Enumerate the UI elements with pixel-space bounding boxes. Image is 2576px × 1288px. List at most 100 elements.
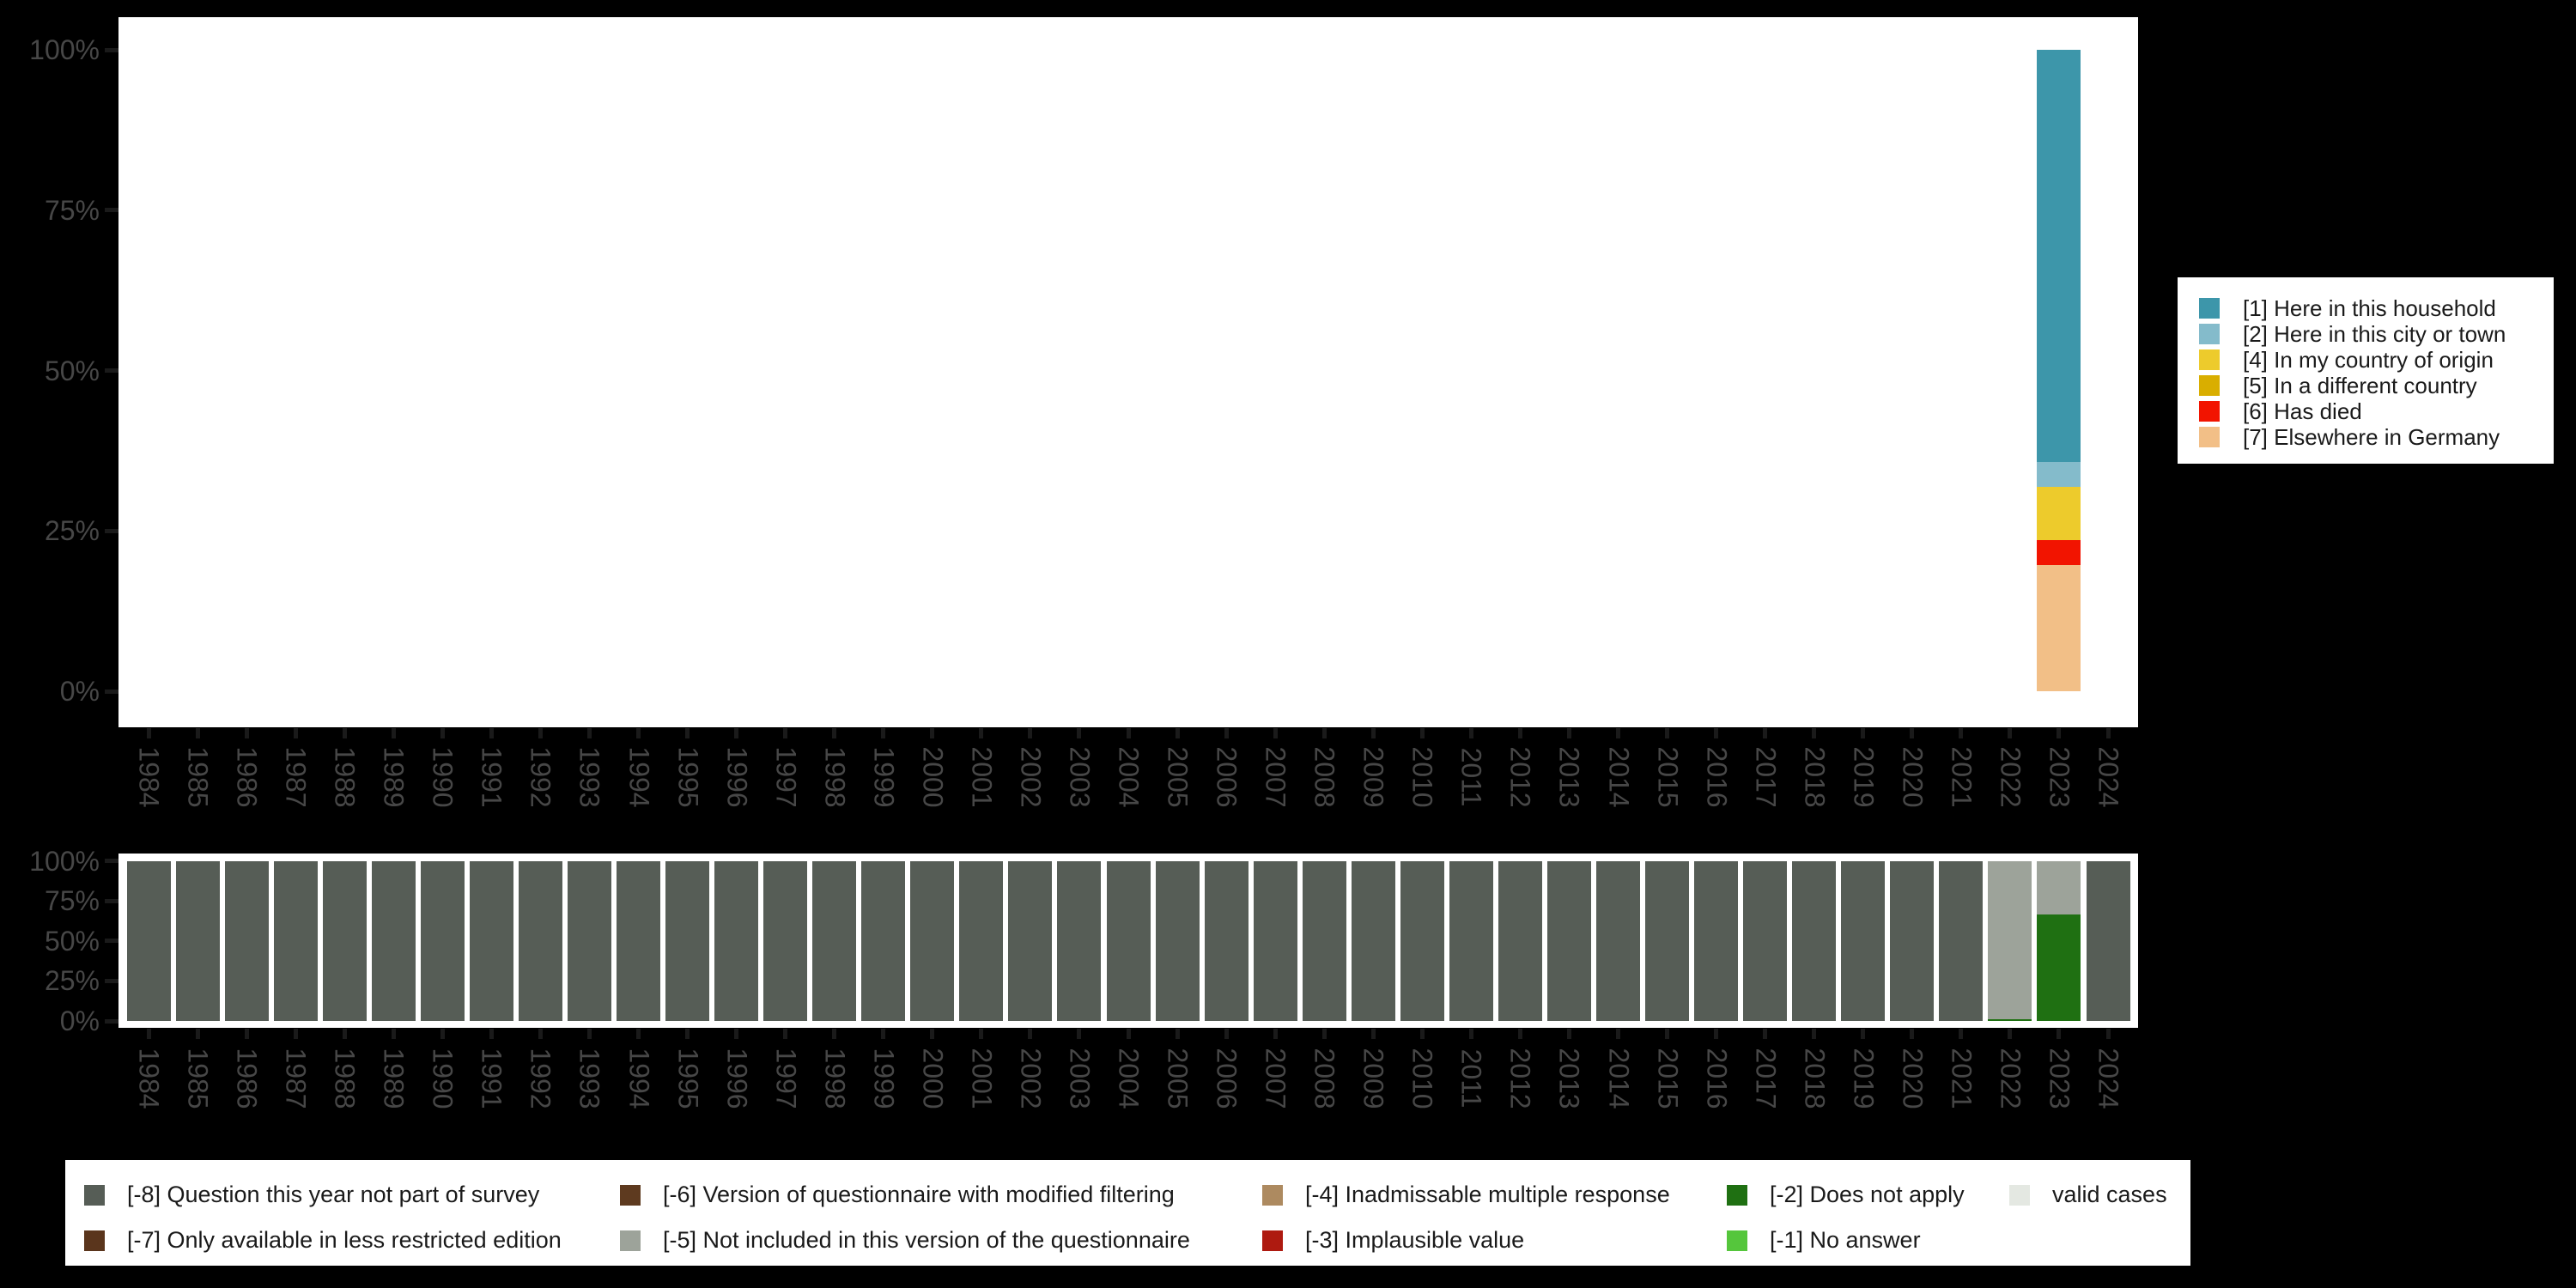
values-distribution-bar-segment[interactable] [2037, 462, 2081, 488]
missings-distribution-bar-segment[interactable] [1498, 860, 1542, 1021]
values-distribution-x-tick-label: 2020 [1897, 746, 1929, 808]
missings-distribution-x-tick [1077, 1029, 1082, 1039]
values-distribution-x-tick-label: 1988 [329, 746, 361, 808]
missings-distribution-bar-segment[interactable] [1546, 860, 1591, 1021]
missings-distribution-x-tick [1812, 1029, 1817, 1039]
values-distribution-x-tick-label: 1996 [721, 746, 753, 808]
values-distribution-x-tick-label: 2014 [1603, 746, 1634, 808]
values-distribution-x-tick-label: 2017 [1750, 746, 1782, 808]
missings-distribution-bar-segment[interactable] [1008, 860, 1053, 1021]
missings-distribution-x-tick-label: 2006 [1211, 1048, 1242, 1109]
missings-distribution-bar-segment[interactable] [714, 860, 759, 1021]
legend-swatch-minus3 [1262, 1230, 1283, 1251]
legend-swatch-7 [2199, 427, 2220, 447]
missings-distribution-bar-segment[interactable] [1841, 860, 1886, 1021]
missings-distribution-bar-segment[interactable] [1106, 860, 1151, 1021]
missings-distribution-bar-segment[interactable] [567, 860, 611, 1021]
legend-label: [-2] Does not apply [1770, 1182, 1965, 1207]
missings-distribution-bar-segment[interactable] [126, 860, 171, 1021]
missings-distribution-bar-segment[interactable] [469, 860, 513, 1021]
values-distribution-x-tick [1763, 728, 1768, 738]
missings-distribution-x-tick-label: 1987 [280, 1048, 312, 1109]
legend-swatch-minus8 [84, 1184, 105, 1206]
missings-distribution-x-tick [489, 1029, 494, 1039]
missings-distribution-bar-segment[interactable] [910, 860, 955, 1021]
legend-label: valid cases [2052, 1182, 2167, 1207]
values-legend: [1] Here in this household [2] Here in t… [2175, 275, 2556, 466]
missings-distribution-bar-segment[interactable] [665, 860, 710, 1021]
missings-distribution-bar-segment[interactable] [959, 860, 1004, 1021]
missings-distribution-bar-segment[interactable] [1155, 860, 1200, 1021]
missings-distribution-x-tick [1370, 1029, 1376, 1039]
values-distribution-x-tick [195, 728, 200, 738]
values-distribution-x-tick-label: 2004 [1113, 746, 1145, 808]
missings-distribution-x-tick-label: 2012 [1504, 1048, 1536, 1109]
missings-distribution-bar-segment[interactable] [1596, 860, 1640, 1021]
missings-distribution-bar-segment[interactable] [861, 860, 906, 1021]
missings-distribution-bar-segment[interactable] [1694, 860, 1739, 1021]
missings-distribution-x-tick-label: 1993 [574, 1048, 605, 1109]
missings-distribution-bar-segment[interactable] [1351, 860, 1395, 1021]
missings-distribution-x-tick-label: 2019 [1848, 1048, 1880, 1109]
missings-distribution-x-tick-label: 2022 [1995, 1048, 2026, 1109]
missings-distribution-bar-segment[interactable] [1645, 860, 1690, 1021]
values-distribution-x-tick [832, 728, 837, 738]
missings-distribution-bar-segment[interactable] [1204, 860, 1249, 1021]
values-distribution-bar-segment[interactable] [2037, 539, 2081, 565]
missings-distribution-bar-segment[interactable] [518, 860, 562, 1021]
missings-distribution-x-tick [1175, 1029, 1180, 1039]
legend-swatch-4 [2199, 349, 2220, 370]
legend-label: [4] In my country of origin [2243, 346, 2494, 373]
missings-distribution-y-tick-label: 0% [59, 1005, 100, 1036]
values-distribution-x-tick-label: 1999 [868, 746, 900, 808]
missings-distribution-bar-segment[interactable] [1792, 860, 1837, 1021]
values-distribution-x-tick-label: 2019 [1848, 746, 1880, 808]
values-distribution-x-tick-label: 1992 [525, 746, 556, 808]
values-distribution-x-tick [1028, 728, 1033, 738]
values-distribution-x-tick [1616, 728, 1620, 738]
missings-distribution-bar-segment[interactable] [812, 860, 857, 1021]
missings-distribution-x-tick-label: 1998 [819, 1048, 851, 1109]
legend-swatch-minus2 [1727, 1184, 1747, 1206]
missings-distribution-bar-segment[interactable] [420, 860, 465, 1021]
values-distribution-bar-segment[interactable] [2037, 564, 2081, 691]
missings-distribution-bar-segment[interactable] [1743, 860, 1788, 1021]
missings-distribution-bar-segment[interactable] [1988, 860, 2032, 1020]
missings-distribution-bar-segment[interactable] [1890, 860, 1935, 1021]
missings-distribution-bar-segment[interactable] [224, 860, 269, 1021]
missings-distribution-bar-segment[interactable] [371, 860, 416, 1021]
missings-distribution-bar-segment[interactable] [617, 860, 660, 1021]
missings-distribution-bar-segment[interactable] [1400, 860, 1444, 1021]
values-distribution-x-tick-label: 1989 [378, 746, 410, 808]
missings-distribution-bar-segment[interactable] [2037, 914, 2081, 1021]
values-distribution-x-tick-label: 2008 [1309, 746, 1340, 808]
missings-distribution-x-tick [391, 1029, 396, 1039]
missings-distribution-x-tick-label: 1991 [476, 1048, 507, 1109]
missings-distribution-bar-segment[interactable] [1988, 1019, 2032, 1021]
missings-distribution-x-tick [2008, 1029, 2013, 1039]
missings-distribution-bar-segment[interactable] [1302, 860, 1346, 1021]
missings-distribution-bar-segment[interactable] [1449, 860, 1493, 1021]
values-distribution-y-tick-label: 100% [29, 34, 100, 65]
missings-distribution-x-tick-label: 2020 [1897, 1048, 1929, 1109]
missings-distribution-x-tick-label: 1990 [427, 1048, 459, 1109]
values-distribution-x-tick-label: 2011 [1455, 747, 1487, 807]
missings-distribution-bar-segment[interactable] [2037, 860, 2081, 914]
legend-swatch-minus5 [620, 1230, 641, 1251]
values-distribution-bar-segment[interactable] [2037, 487, 2081, 540]
values-distribution-bar-segment[interactable] [2037, 50, 2081, 463]
missings-distribution-bar-segment[interactable] [1057, 860, 1102, 1021]
values-distribution-x-tick [636, 728, 641, 738]
missings-distribution-x-tick-label: 2009 [1358, 1048, 1389, 1109]
missings-distribution-bar-segment[interactable] [273, 860, 318, 1021]
legend-label: [-1] No answer [1770, 1227, 1921, 1253]
missings-distribution-bar-segment[interactable] [1939, 860, 1984, 1021]
values-distribution-x-tick-label: 1984 [133, 746, 165, 808]
values-distribution-x-tick [489, 728, 494, 738]
missings-distribution-bar-segment[interactable] [1253, 860, 1297, 1021]
missings-distribution-bar-segment[interactable] [322, 860, 367, 1021]
missings-distribution-bar-segment[interactable] [2086, 860, 2130, 1021]
missings-distribution-bar-segment[interactable] [175, 860, 220, 1021]
missings-distribution-bar-segment[interactable] [763, 860, 808, 1021]
